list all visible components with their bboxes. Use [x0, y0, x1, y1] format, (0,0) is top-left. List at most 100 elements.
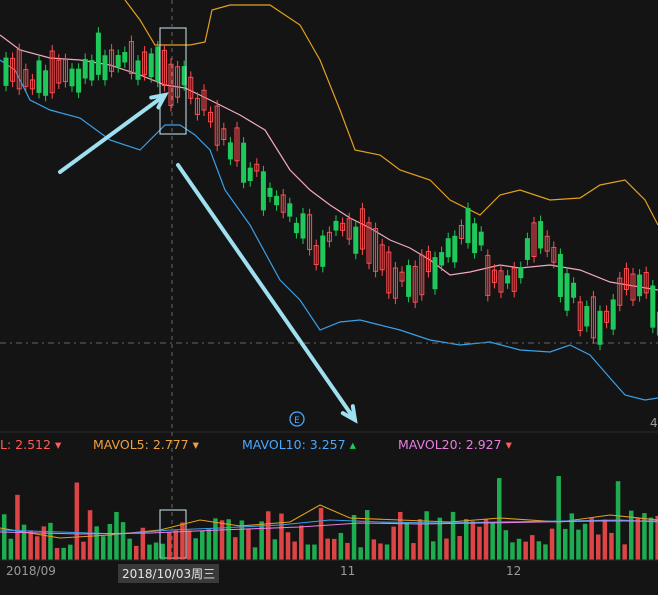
- volume-bar: [68, 544, 73, 560]
- volume-bar: [622, 544, 627, 560]
- candle-body: [274, 195, 280, 206]
- up-arrow: [58, 93, 167, 174]
- volume-bar: [127, 538, 132, 560]
- candle-body: [293, 222, 299, 234]
- volume-bar: [391, 526, 396, 560]
- volume-bar: [437, 517, 443, 560]
- candle-body: [95, 32, 101, 75]
- volume-bar: [153, 542, 159, 560]
- volume-bar: [536, 541, 542, 560]
- volume-bar: [464, 519, 469, 560]
- candle-body: [419, 254, 425, 296]
- down-arrow: [176, 163, 357, 422]
- volume-bar: [219, 520, 225, 560]
- volume-bar: [8, 538, 14, 560]
- volume-bar: [167, 532, 172, 560]
- candle-body: [227, 142, 233, 160]
- volume-bar: [140, 527, 146, 560]
- candle-body: [353, 226, 359, 254]
- candle-body: [36, 60, 42, 93]
- volume-bar: [457, 536, 462, 560]
- volume-bar: [312, 544, 317, 560]
- volume-bar: [431, 541, 436, 560]
- candle-body: [505, 275, 511, 284]
- candle-body: [234, 127, 240, 162]
- candle-body: [300, 213, 306, 239]
- volume-bar: [378, 543, 383, 560]
- volume-bar: [530, 535, 535, 560]
- candle-body: [175, 66, 181, 98]
- candle-body: [115, 54, 121, 68]
- volume-bar: [48, 522, 53, 560]
- volume-bar: [239, 520, 245, 560]
- candle-body: [155, 46, 161, 82]
- candle-body: [142, 51, 148, 76]
- price-axis-label: 4: [650, 416, 658, 430]
- volume-bar: [35, 536, 40, 560]
- candle-body: [498, 270, 504, 293]
- annotations: E: [58, 27, 358, 559]
- candle-body: [359, 208, 365, 250]
- volume-bar: [596, 534, 601, 560]
- volume-bar: [285, 532, 291, 560]
- volume-bar: [642, 513, 647, 560]
- candle-body: [610, 299, 616, 330]
- volume-bar: [490, 521, 495, 560]
- volume-bar: [523, 541, 528, 560]
- candle-body: [89, 60, 95, 81]
- candle-body: [254, 163, 260, 172]
- candle-body: [56, 59, 62, 84]
- candle-body: [135, 60, 141, 80]
- volume-bar: [648, 517, 654, 560]
- candle-body: [491, 269, 497, 283]
- candle-body: [260, 171, 266, 211]
- candle-body: [590, 296, 596, 339]
- down-arrow-icon: ▾: [54, 437, 62, 452]
- volume-bar: [543, 544, 548, 560]
- candle-body: [425, 251, 431, 273]
- candle-body: [511, 267, 517, 292]
- volume-bar: [61, 547, 66, 560]
- volume-bar: [365, 510, 370, 560]
- mavol20-line: [0, 520, 658, 535]
- x-tick-label: 12: [506, 564, 522, 578]
- candle-body: [267, 187, 273, 197]
- volume-bar: [186, 530, 192, 560]
- volume-bar: [252, 547, 258, 560]
- x-tick-label-selected: 2018/10/03周三: [118, 564, 220, 583]
- candle-body: [188, 76, 194, 99]
- volume-bar: [384, 544, 390, 560]
- candle-body: [531, 222, 537, 258]
- candle-body: [128, 41, 134, 74]
- volume-bar: [160, 543, 165, 560]
- candle-body: [3, 57, 9, 86]
- candle-body: [122, 52, 128, 63]
- candle-body: [214, 105, 220, 146]
- candle-body: [465, 207, 471, 244]
- volume-bar: [338, 532, 344, 560]
- candle-body: [571, 282, 577, 298]
- volume-bar: [259, 521, 264, 560]
- candle-body: [439, 252, 445, 266]
- candle-body: [544, 235, 550, 252]
- mavol10-line: [0, 519, 658, 535]
- candle-body: [109, 49, 115, 72]
- candle-body: [617, 277, 623, 306]
- volume-bar: [279, 513, 284, 560]
- upper-band-line: [124, 0, 658, 226]
- candle-body: [524, 238, 530, 260]
- volume-bar: [147, 544, 152, 560]
- candle-body: [412, 265, 418, 303]
- volume-bar: [371, 539, 377, 560]
- selection-box: [159, 27, 187, 135]
- volume-bar: [510, 542, 515, 560]
- moving-average-lines: [0, 0, 658, 401]
- volume-bar: [54, 547, 60, 560]
- event-marker-icon: [289, 411, 305, 427]
- candle-body: [557, 253, 563, 297]
- candle-body: [287, 203, 293, 217]
- middle-ma-line: [0, 34, 658, 291]
- candle-body: [392, 267, 398, 299]
- volume-bar: [332, 538, 337, 560]
